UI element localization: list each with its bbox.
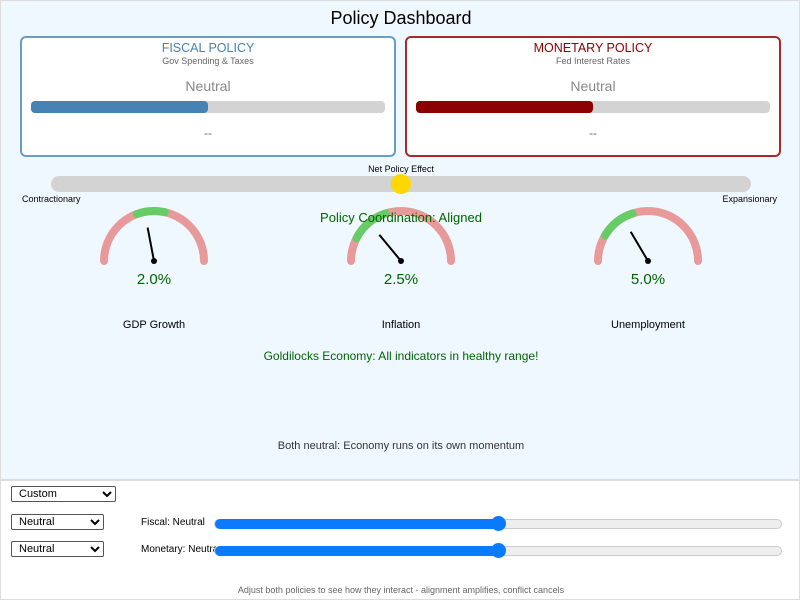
control-panel: Custom Neutral Neutral Fiscal: Neutral M… [0, 480, 800, 600]
monetary-subtitle: Fed Interest Rates [555, 56, 631, 66]
gauges [100, 207, 702, 265]
unemployment-label: Unemployment [611, 319, 685, 331]
monetary-stance: Neutral [570, 78, 616, 94]
unemployment-value: 5.0% [630, 271, 666, 288]
gauge-healthy-range [133, 207, 169, 218]
net-policy-label: Net Policy Effect [368, 164, 434, 174]
monetary-bar [416, 101, 770, 113]
gauge-pivot [151, 258, 157, 264]
contractionary-label: Contractionary [22, 194, 81, 204]
expansionary-label: Expansionary [722, 194, 777, 204]
fiscal-title: FISCAL POLICY [161, 41, 255, 55]
policy-coordination-status: Policy Coordination: Aligned [320, 210, 482, 225]
monetary-slider[interactable] [214, 543, 782, 558]
gauge-needle [146, 227, 155, 262]
monetary-policy-card: MONETARY POLICY Fed Interest Rates Neutr… [405, 36, 781, 157]
page-title: Policy Dashboard [330, 8, 472, 28]
monetary-bar-fill [416, 101, 593, 113]
dashboard: Policy Dashboard FISCAL POLICY Gov Spend… [0, 0, 800, 480]
preset-select[interactable]: Custom [11, 486, 116, 502]
gauge-healthy-range [352, 209, 390, 243]
monetary-detail: -- [589, 126, 597, 140]
monetary-select[interactable]: Neutral [11, 541, 104, 557]
fiscal-slider[interactable] [214, 516, 782, 531]
monetary-slider-thumb[interactable] [491, 543, 506, 558]
fiscal-slider-label: Fiscal: Neutral [141, 517, 205, 528]
fiscal-policy-card: FISCAL POLICY Gov Spending & Taxes Neutr… [20, 36, 396, 157]
gdp-value: 2.0% [136, 271, 172, 288]
fiscal-select[interactable]: Neutral [11, 514, 104, 530]
inflation-label: Inflation [381, 319, 421, 331]
gauge-healthy-range [600, 209, 637, 240]
fiscal-detail: -- [204, 126, 212, 140]
gauge-arc [594, 207, 702, 265]
gdp-label: GDP Growth [122, 319, 186, 331]
gauge-pivot [398, 258, 404, 264]
scenario-note: Both neutral: Economy runs on its own mo… [277, 440, 525, 452]
fiscal-subtitle: Gov Spending & Taxes [162, 56, 254, 66]
hint-text: Adjust both policies to see how they int… [237, 585, 565, 595]
monetary-slider-label: Monetary: Neutral [141, 544, 216, 555]
fiscal-stance: Neutral [185, 78, 231, 94]
economy-status-message: Goldilocks Economy: All indicators in he… [263, 349, 539, 363]
gauge-needle [378, 234, 402, 262]
fiscal-bar [31, 101, 385, 113]
net-policy-indicator [391, 174, 411, 194]
gauge-needle [629, 231, 649, 262]
fiscal-bar-fill [31, 101, 208, 113]
fiscal-slider-thumb[interactable] [491, 516, 506, 531]
monetary-title: MONETARY POLICY [533, 41, 653, 55]
gauge-pivot [645, 258, 651, 264]
inflation-value: 2.5% [383, 271, 419, 288]
